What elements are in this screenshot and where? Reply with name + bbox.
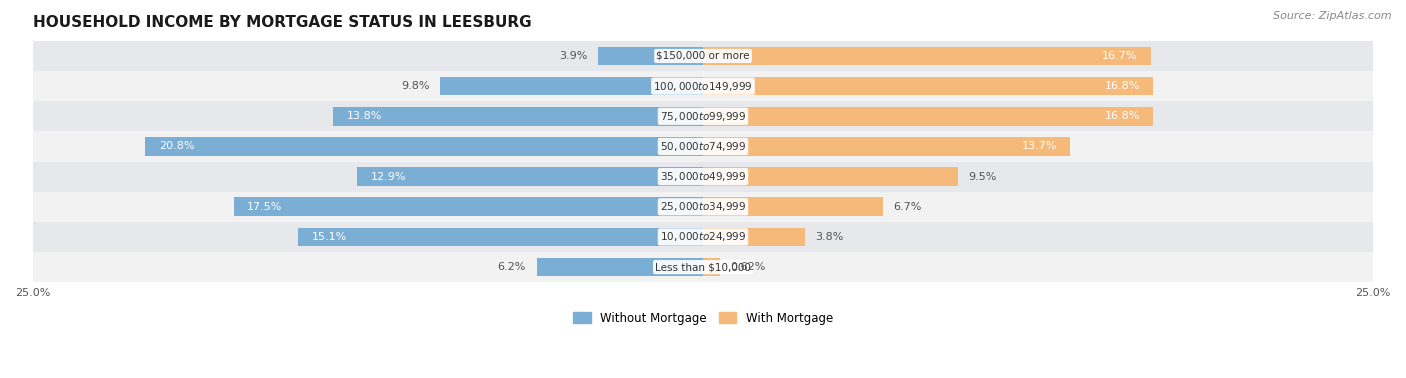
Bar <box>703 258 720 276</box>
Text: 3.8%: 3.8% <box>815 232 844 242</box>
Bar <box>333 107 703 125</box>
Bar <box>357 167 703 186</box>
Bar <box>703 197 883 216</box>
Text: $25,000 to $34,999: $25,000 to $34,999 <box>659 200 747 213</box>
Text: 0.62%: 0.62% <box>730 262 766 272</box>
Bar <box>703 107 1153 125</box>
Bar <box>599 46 703 65</box>
Text: 9.8%: 9.8% <box>401 81 429 91</box>
Bar <box>703 137 1070 156</box>
Bar <box>703 167 957 186</box>
Text: 9.5%: 9.5% <box>969 172 997 181</box>
Bar <box>32 132 1374 161</box>
Text: 6.2%: 6.2% <box>498 262 526 272</box>
Text: Less than $10,000: Less than $10,000 <box>655 262 751 272</box>
Text: $10,000 to $24,999: $10,000 to $24,999 <box>659 231 747 243</box>
Bar <box>703 77 1153 96</box>
Text: 17.5%: 17.5% <box>247 202 283 212</box>
Text: $35,000 to $49,999: $35,000 to $49,999 <box>659 170 747 183</box>
Text: 13.8%: 13.8% <box>346 111 382 121</box>
Text: 12.9%: 12.9% <box>371 172 406 181</box>
Bar <box>703 228 804 246</box>
Text: 15.1%: 15.1% <box>312 232 347 242</box>
Text: 13.7%: 13.7% <box>1022 141 1057 152</box>
Bar <box>32 252 1374 282</box>
Bar <box>32 192 1374 222</box>
Text: 16.8%: 16.8% <box>1105 81 1140 91</box>
Bar <box>32 161 1374 192</box>
Text: $50,000 to $74,999: $50,000 to $74,999 <box>659 140 747 153</box>
Bar <box>233 197 703 216</box>
Text: Source: ZipAtlas.com: Source: ZipAtlas.com <box>1274 11 1392 21</box>
Bar <box>537 258 703 276</box>
Bar <box>703 46 1150 65</box>
Bar <box>32 71 1374 101</box>
Text: 16.8%: 16.8% <box>1105 111 1140 121</box>
Bar <box>32 222 1374 252</box>
Text: HOUSEHOLD INCOME BY MORTGAGE STATUS IN LEESBURG: HOUSEHOLD INCOME BY MORTGAGE STATUS IN L… <box>32 15 531 30</box>
Bar <box>440 77 703 96</box>
Text: $75,000 to $99,999: $75,000 to $99,999 <box>659 110 747 123</box>
Text: 20.8%: 20.8% <box>159 141 194 152</box>
Bar <box>298 228 703 246</box>
Text: 3.9%: 3.9% <box>560 51 588 61</box>
Bar <box>32 101 1374 132</box>
Text: $100,000 to $149,999: $100,000 to $149,999 <box>654 80 752 93</box>
Legend: Without Mortgage, With Mortgage: Without Mortgage, With Mortgage <box>568 307 838 329</box>
Text: 6.7%: 6.7% <box>893 202 922 212</box>
Text: $150,000 or more: $150,000 or more <box>657 51 749 61</box>
Bar <box>145 137 703 156</box>
Text: 16.7%: 16.7% <box>1102 51 1137 61</box>
Bar <box>32 41 1374 71</box>
